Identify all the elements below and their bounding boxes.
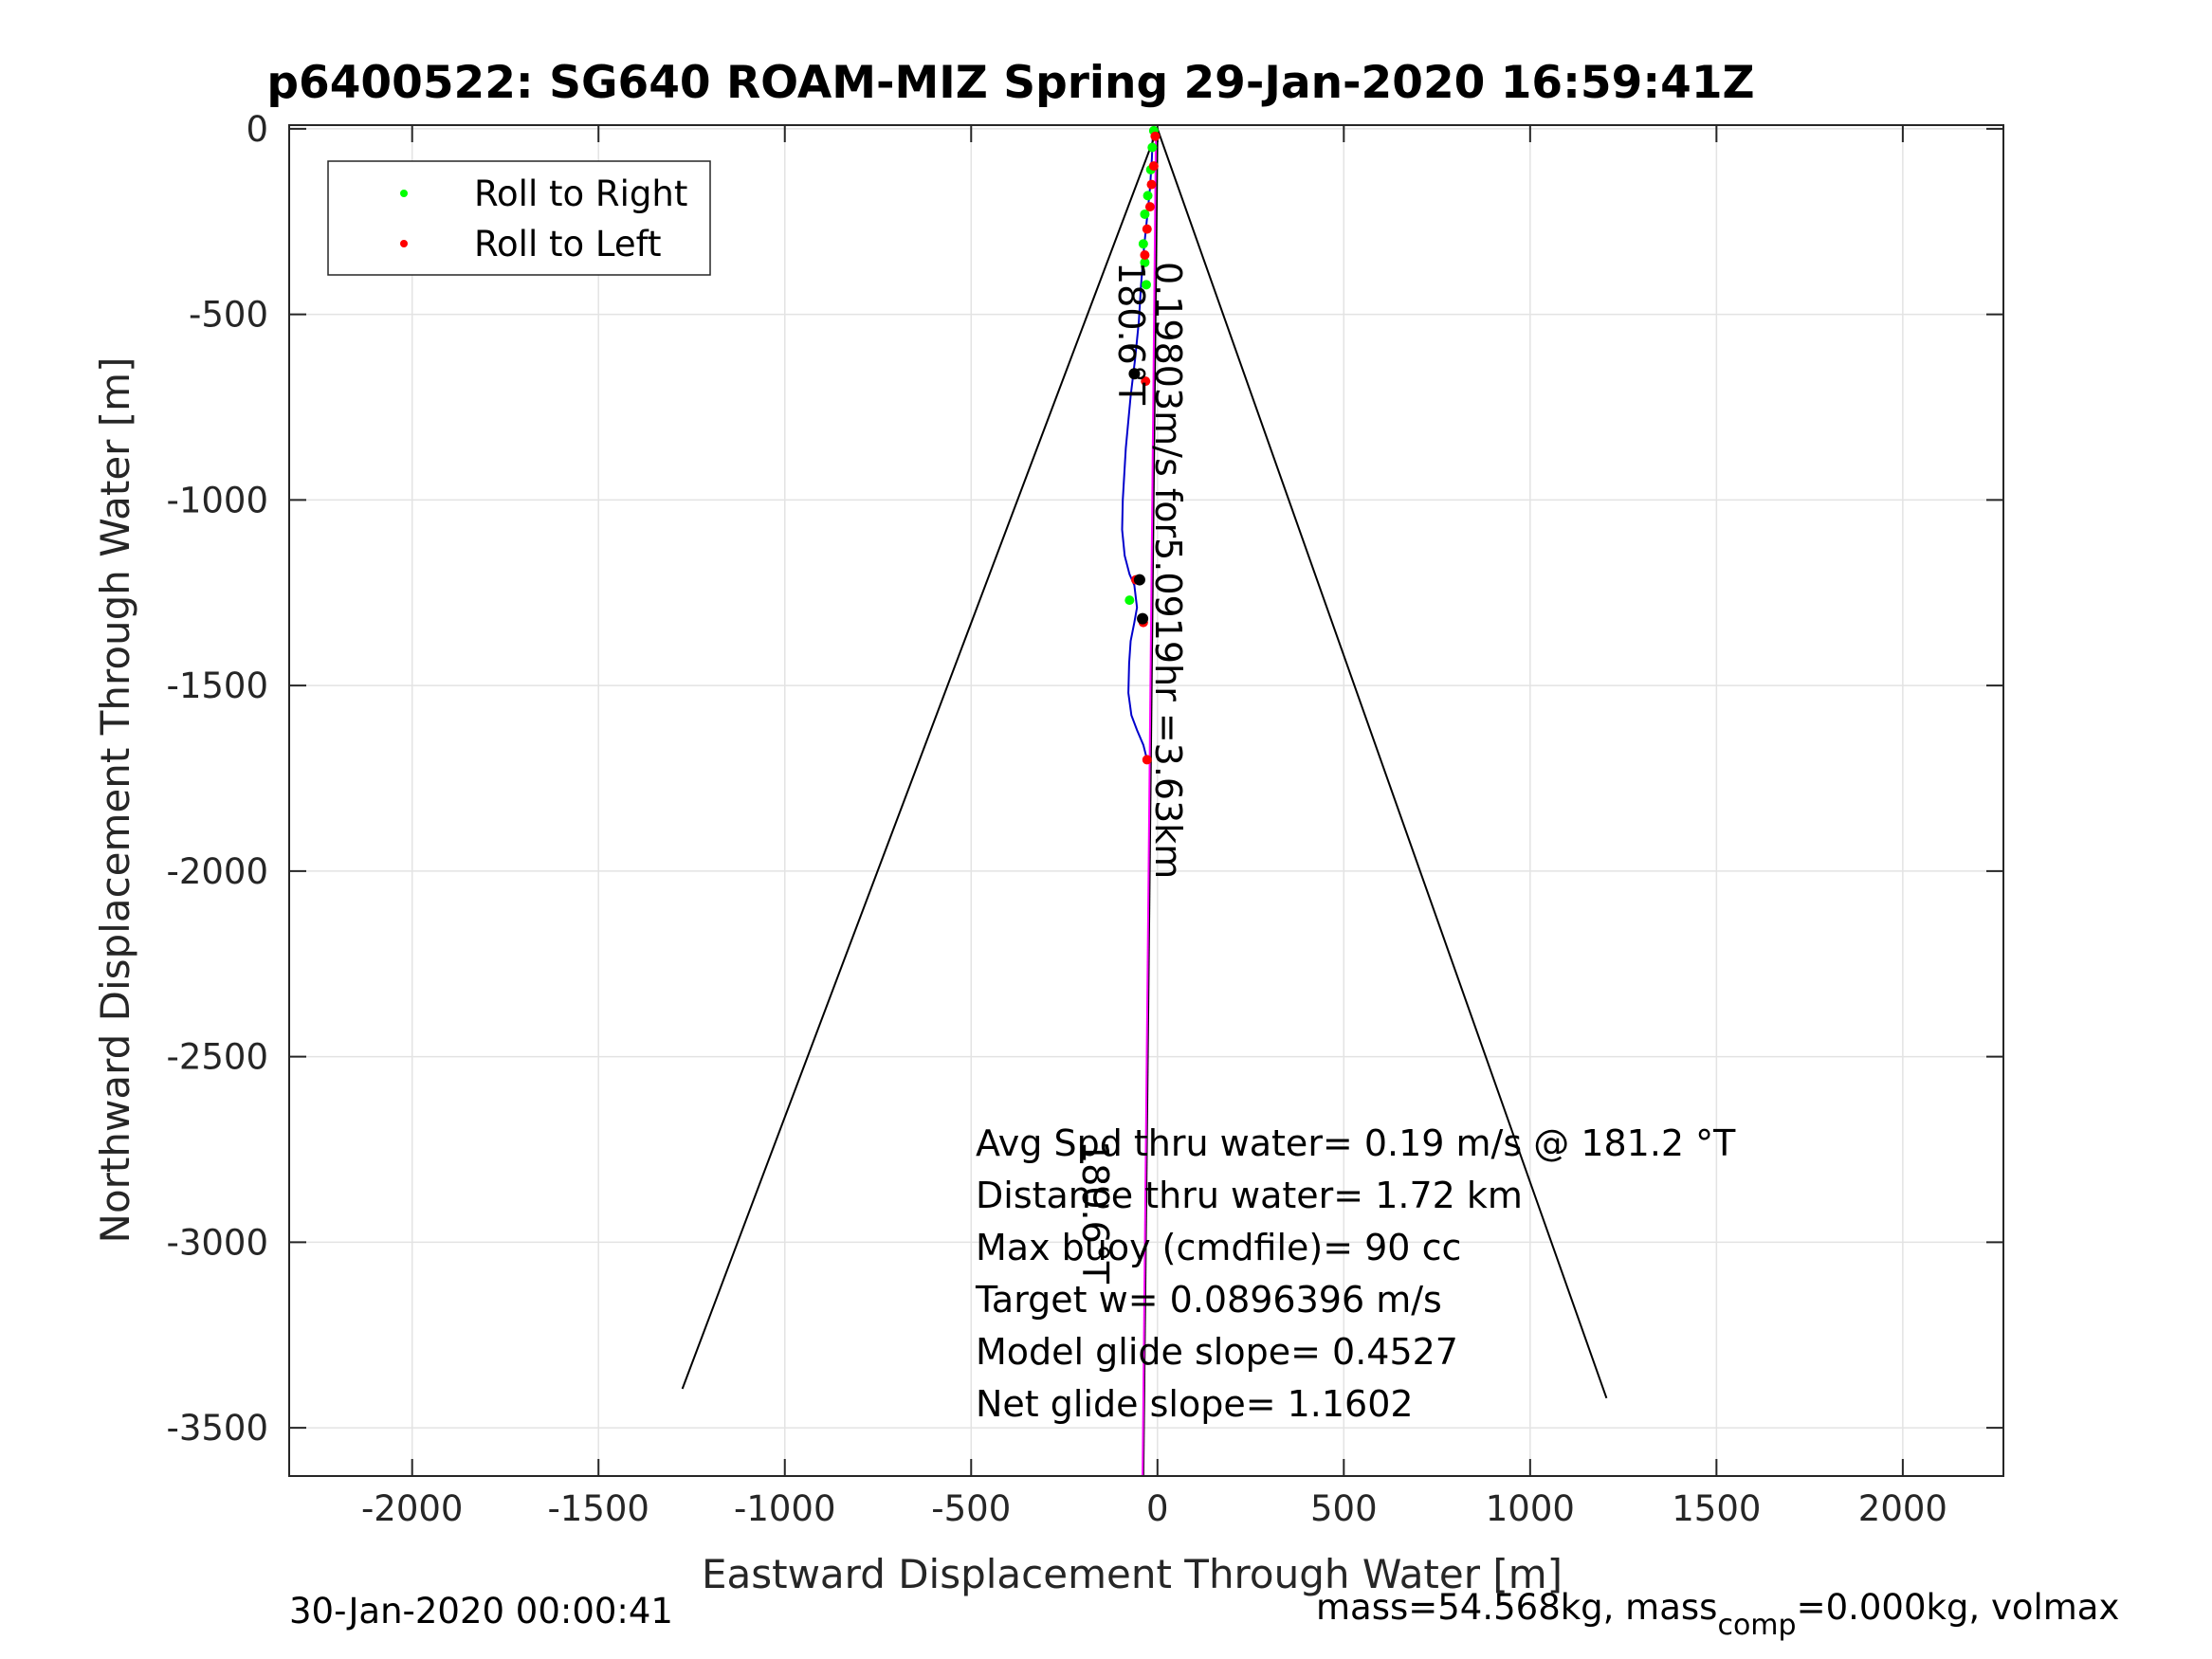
roll-right-point	[1143, 191, 1153, 201]
legend-box	[327, 160, 711, 276]
legend: Roll to Right Roll to Left	[327, 160, 711, 276]
y-tick-label: -2500	[166, 1037, 268, 1078]
y-tick-label: -500	[189, 295, 268, 336]
y-axis-label: Northward Displacement Through Water [m]	[92, 357, 138, 1244]
points-layer	[1124, 125, 1161, 765]
x-tick-label: 2000	[1858, 1488, 1947, 1529]
x-tick-label: 1500	[1672, 1488, 1761, 1529]
x-tick-label: -500	[931, 1488, 1011, 1529]
x-tick-label: -2000	[361, 1488, 464, 1529]
y-tick-label: -1000	[166, 480, 268, 520]
roll-right-point	[1140, 257, 1150, 267]
current-vector-label: 0.19803m/s for5.0919hr =3.63km	[1147, 262, 1189, 879]
y-tick-label: -2000	[166, 851, 268, 892]
footer-mass-prefix: mass=54.568kg, mass	[1316, 1587, 1717, 1628]
y-tick-labels: 0 -500 -1000 -1500 -2000 -2500 -3000 -3500	[166, 109, 268, 1449]
roll-left-point	[1148, 161, 1159, 172]
roll-right-point	[1124, 595, 1135, 606]
roll-left-point	[1146, 179, 1157, 190]
legend-marker-roll-left	[400, 240, 408, 247]
stats-block: Avg Spd thru water= 0.19 m/s @ 181.2 °T …	[975, 1122, 1736, 1425]
roll-right-point	[1138, 239, 1148, 249]
stat-model-glide-slope: Model glide slope= 0.4527	[976, 1331, 1458, 1373]
chart-title: p6400522: SG640 ROAM-MIZ Spring 29-Jan-2…	[266, 57, 1754, 109]
x-tick-label: -1500	[547, 1488, 649, 1529]
x-tick-label: -1000	[734, 1488, 836, 1529]
y-tick-label: 0	[246, 109, 268, 150]
roll-left-point	[1150, 131, 1161, 141]
footer-timestamp: 30-Jan-2020 00:00:41	[289, 1591, 673, 1632]
roll-left-point	[1140, 250, 1150, 261]
x-tick-labels: -2000 -1500 -1000 -500 0 500 1000 1500 2000	[361, 1488, 1947, 1529]
x-tick-label: 0	[1146, 1488, 1169, 1529]
stat-avg-speed: Avg Spd thru water= 0.19 m/s @ 181.2 °T	[976, 1122, 1736, 1164]
series-line-3	[1142, 128, 1158, 1477]
stat-max-buoy: Max buoy (cmdfile)= 90 cc	[976, 1227, 1461, 1268]
roll-right-point	[1140, 209, 1150, 219]
roll-left-point	[1144, 202, 1155, 212]
heading-bottom-label: 180.6°T	[1074, 1140, 1116, 1285]
stat-distance: Distance thru water= 1.72 km	[976, 1175, 1523, 1216]
heading-top-label: 180.6°T	[1110, 262, 1152, 406]
stat-net-glide-slope: Net glide slope= 1.1602	[976, 1383, 1414, 1425]
y-tick-label: -3500	[166, 1408, 268, 1449]
legend-label-roll-left: Roll to Left	[474, 224, 662, 264]
legend-marker-roll-right	[400, 190, 408, 197]
footer-mass-sub: comp	[1717, 1609, 1796, 1642]
roll-right-point	[1142, 280, 1151, 290]
footer-mass-info: mass=54.568kg, masscomp=0.000kg, volmax	[1316, 1587, 2119, 1642]
x-tick-label: 1000	[1486, 1488, 1575, 1529]
roll-right-point	[1147, 142, 1158, 153]
apogee-point	[1133, 574, 1145, 586]
x-axis-label: Eastward Displacement Through Water [m]	[702, 1551, 1563, 1597]
stat-target-w: Target w= 0.0896396 m/s	[975, 1279, 1442, 1321]
y-tick-label: -3000	[166, 1222, 268, 1263]
axis-ticks	[289, 125, 2003, 1476]
roll-left-point	[1142, 224, 1152, 234]
plot-frame	[288, 124, 2004, 1477]
apogee-point	[1137, 612, 1149, 625]
roll-left-point	[1142, 755, 1152, 765]
footer-mass-suffix: =0.000kg, volmax	[1797, 1587, 2120, 1628]
legend-label-roll-right: Roll to Right	[474, 173, 687, 214]
roll-left-point	[1141, 376, 1151, 387]
x-tick-label: 500	[1310, 1488, 1378, 1529]
y-tick-label: -1500	[166, 665, 268, 706]
apogee-point	[1128, 368, 1141, 380]
